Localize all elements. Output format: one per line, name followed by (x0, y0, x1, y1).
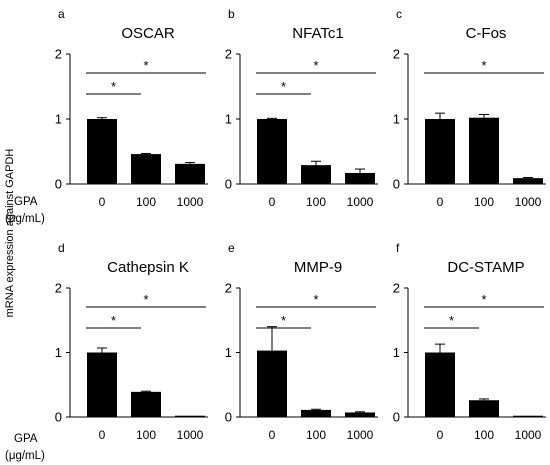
category-label: 1000 (515, 428, 542, 442)
y-tick-label: 1 (55, 345, 62, 360)
x-axis-title-top-gpa: GPA (14, 196, 38, 208)
panel-letter: c (396, 7, 402, 21)
y-tick-label: 1 (55, 112, 62, 127)
y-tick-label: 1 (393, 112, 400, 127)
category-label: 1000 (177, 428, 204, 442)
significance-star: * (143, 58, 148, 73)
panel-letter: a (58, 7, 65, 21)
bar (513, 415, 543, 417)
bar (469, 400, 499, 417)
panel-e: e MMP-9 0 1 2 0 100 1000 * * (225, 241, 378, 442)
bar (469, 117, 499, 184)
bar (131, 391, 161, 417)
category-label: 100 (136, 195, 156, 209)
category-label: 0 (437, 428, 444, 442)
panel-letter: d (58, 241, 65, 255)
category-label: 100 (136, 428, 156, 442)
category-label: 0 (99, 428, 106, 442)
panel-letter: f (396, 241, 400, 255)
y-tick-label: 2 (55, 47, 62, 62)
bar (131, 154, 161, 184)
significance-star: * (281, 79, 286, 94)
category-label: 0 (437, 195, 444, 209)
panel-d: d Cathepsin K 0 1 2 0 100 1000 * * (55, 241, 208, 442)
panel-a: a OSCAR 0 1 2 0 100 1000 * * (55, 7, 208, 209)
y-tick-label: 2 (55, 281, 62, 296)
significance-star: * (143, 292, 148, 307)
significance-star: * (111, 79, 116, 94)
panel-letter: e (228, 241, 235, 255)
significance-star: * (313, 292, 318, 307)
panel-title: DC-STAMP (447, 259, 524, 276)
y-tick-label: 2 (225, 281, 232, 296)
y-tick-label: 0 (225, 177, 232, 192)
significance-star: * (313, 58, 318, 73)
category-label: 0 (269, 428, 276, 442)
y-tick-label: 0 (55, 177, 62, 192)
y-tick-label: 1 (225, 112, 232, 127)
significance-star: * (281, 313, 286, 328)
panel-title: Cathepsin K (107, 259, 189, 276)
bar (345, 412, 375, 417)
panel-title: NFATc1 (292, 25, 343, 42)
panel-title: MMP-9 (294, 259, 342, 276)
panel-title: OSCAR (121, 25, 175, 42)
significance-star: * (481, 292, 486, 307)
bar (425, 119, 455, 184)
x-axis-titles: GPA (μg/mL) GPA (μg/mL) (5, 196, 45, 462)
bar (345, 172, 375, 184)
x-axis-title-bottom-gpa: GPA (14, 433, 38, 445)
category-label: 0 (99, 195, 106, 209)
y-axis-label: mRNA expression against GAPDH (4, 149, 16, 318)
bar (301, 409, 331, 417)
y-tick-label: 0 (55, 410, 62, 425)
y-tick-label: 0 (393, 410, 400, 425)
significance-star: * (449, 313, 454, 328)
significance-star: * (111, 313, 116, 328)
bar (87, 352, 117, 417)
bar (513, 178, 543, 184)
y-tick-label: 2 (225, 47, 232, 62)
bar (175, 415, 205, 417)
x-axis-title-top-unit: (μg/mL) (5, 213, 45, 225)
category-label: 1000 (347, 195, 374, 209)
significance-star: * (481, 58, 486, 73)
bar (301, 165, 331, 184)
category-label: 100 (306, 428, 326, 442)
panel-f: f DC-STAMP 0 1 2 0 100 1000 * * (393, 241, 546, 442)
panel-c: c C-Fos 0 1 2 0 100 1000 * (393, 7, 546, 209)
bar (257, 119, 287, 184)
panel-b: b NFATc1 0 1 2 0 100 1000 * * (225, 7, 378, 209)
category-label: 100 (306, 195, 326, 209)
bar (257, 350, 287, 417)
y-tick-label: 1 (393, 345, 400, 360)
bar (425, 352, 455, 417)
y-tick-label: 1 (225, 345, 232, 360)
panel-letter: b (228, 7, 235, 21)
category-label: 100 (474, 195, 494, 209)
x-axis-title-bottom-unit: (μg/mL) (5, 450, 45, 462)
category-label: 1000 (177, 195, 204, 209)
category-label: 100 (474, 428, 494, 442)
y-tick-label: 2 (393, 281, 400, 296)
y-tick-label: 2 (393, 47, 400, 62)
category-label: 1000 (347, 428, 374, 442)
y-tick-label: 0 (393, 177, 400, 192)
bar (87, 119, 117, 184)
category-label: 1000 (515, 195, 542, 209)
category-label: 0 (269, 195, 276, 209)
bar (175, 163, 205, 184)
y-tick-label: 0 (225, 410, 232, 425)
panel-title: C-Fos (466, 25, 507, 42)
